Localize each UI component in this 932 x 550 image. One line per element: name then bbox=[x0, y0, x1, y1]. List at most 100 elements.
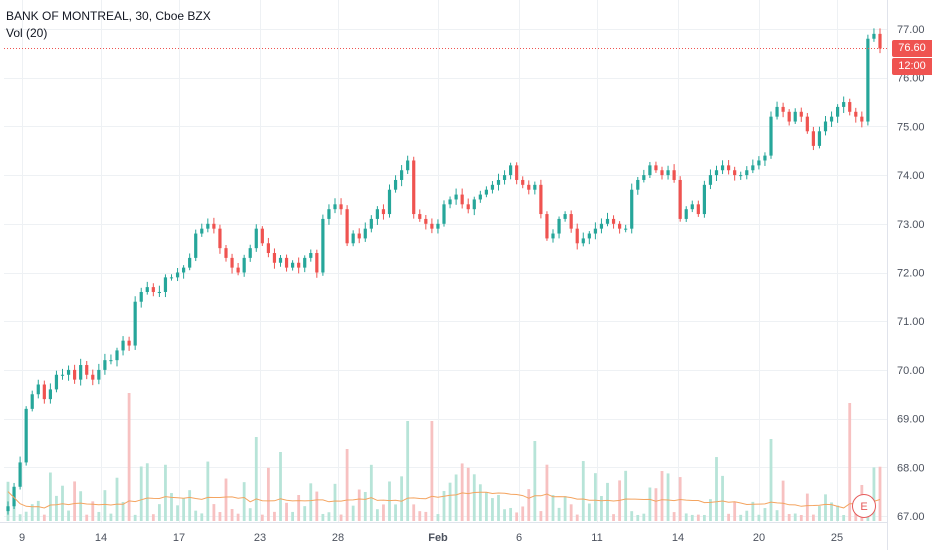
candle-body bbox=[866, 38, 870, 122]
volume-bar bbox=[533, 441, 537, 521]
candle-body bbox=[30, 394, 34, 409]
candle-body bbox=[448, 199, 452, 205]
volume-bar bbox=[73, 481, 77, 521]
candle bbox=[345, 205, 349, 247]
candle-body bbox=[502, 175, 507, 180]
price-axis[interactable]: 67.00 68.00 69.00 70.00 71.00 72.00 73.00 74.00… bbox=[897, 24, 925, 523]
candle bbox=[775, 101, 779, 120]
candle bbox=[787, 109, 791, 126]
volume-bar bbox=[382, 504, 385, 521]
candle-body bbox=[823, 121, 828, 132]
volume-bar bbox=[515, 512, 519, 521]
candle bbox=[24, 406, 28, 466]
candle-body bbox=[442, 204, 446, 224]
candle-body bbox=[424, 218, 428, 224]
candle-body bbox=[79, 365, 83, 380]
candle bbox=[545, 211, 549, 241]
candle bbox=[557, 216, 561, 239]
candle bbox=[854, 107, 858, 123]
candle bbox=[406, 155, 410, 174]
candle-body bbox=[230, 257, 234, 268]
candle-body bbox=[18, 462, 22, 487]
volume-ma-line bbox=[7, 491, 881, 509]
chart-legend: BANK OF MONTREAL, 30, Cboe BZX Vol (20) bbox=[6, 8, 211, 42]
volume-bar bbox=[42, 514, 46, 521]
volume-indicator-label[interactable]: Vol (20) bbox=[6, 26, 48, 40]
time-axis[interactable]: 9 14 17 23 28 Feb 6 11 14 20 25 bbox=[19, 532, 843, 544]
volume-bar bbox=[133, 514, 137, 521]
candle bbox=[454, 188, 458, 205]
price-tick-label: 74.00 bbox=[897, 170, 925, 182]
candle bbox=[702, 180, 706, 218]
time-tick-label: 20 bbox=[753, 532, 765, 544]
candle bbox=[48, 383, 52, 404]
candle bbox=[733, 166, 737, 181]
time-tick-label: 14 bbox=[95, 532, 107, 544]
volume-bar bbox=[436, 514, 440, 521]
candle bbox=[54, 370, 59, 393]
volume-bar bbox=[418, 511, 422, 521]
volume-bar bbox=[321, 513, 325, 521]
volume-bar bbox=[600, 496, 603, 521]
time-tick-label: 23 bbox=[254, 532, 266, 544]
candle bbox=[175, 268, 180, 282]
candle bbox=[823, 116, 828, 136]
candle-body bbox=[242, 257, 246, 273]
candle bbox=[636, 176, 640, 195]
volume-bar bbox=[351, 505, 355, 521]
candle bbox=[569, 210, 573, 233]
candle-body bbox=[533, 184, 537, 190]
candle-body bbox=[357, 233, 361, 239]
candle-body bbox=[569, 214, 573, 229]
candle-body bbox=[799, 111, 803, 117]
candle bbox=[690, 200, 694, 213]
candle bbox=[757, 156, 761, 170]
candle bbox=[811, 126, 815, 151]
candle-body bbox=[745, 170, 749, 176]
candle bbox=[793, 108, 797, 124]
candle bbox=[496, 173, 501, 191]
volume-bar bbox=[745, 510, 749, 521]
candle bbox=[363, 222, 367, 242]
candle bbox=[848, 98, 852, 116]
candle bbox=[739, 171, 743, 180]
candle-body bbox=[678, 179, 682, 219]
candle-body bbox=[133, 301, 137, 346]
candle bbox=[284, 254, 289, 272]
volume-bar bbox=[48, 472, 52, 521]
candle-body bbox=[248, 248, 252, 258]
candle-body bbox=[848, 102, 852, 112]
volume-bar bbox=[164, 464, 167, 521]
candle bbox=[260, 226, 264, 246]
volume-bar bbox=[67, 510, 70, 521]
candle bbox=[236, 262, 240, 276]
time-tick-label: 25 bbox=[831, 532, 843, 544]
volume-bar bbox=[509, 507, 513, 521]
volume-bar bbox=[545, 464, 549, 521]
candle-body bbox=[630, 189, 634, 229]
candle-body bbox=[163, 277, 168, 292]
candle-body bbox=[266, 243, 270, 254]
candle-body bbox=[775, 106, 779, 117]
candle bbox=[587, 231, 591, 245]
price-tick-label: 77.00 bbox=[897, 24, 925, 36]
candle bbox=[333, 198, 337, 214]
candle-body bbox=[605, 218, 610, 224]
candle-body bbox=[496, 179, 501, 185]
earnings-event-marker[interactable]: E bbox=[852, 494, 876, 518]
volume-bar bbox=[478, 484, 482, 521]
candle bbox=[30, 390, 34, 412]
volume-bar bbox=[388, 481, 391, 521]
candle bbox=[291, 260, 295, 271]
candle bbox=[539, 179, 543, 219]
candle-body bbox=[169, 277, 174, 279]
candle-body bbox=[375, 209, 379, 219]
volume-bar bbox=[430, 421, 434, 521]
candle-body bbox=[327, 209, 331, 219]
volume-bar bbox=[182, 498, 186, 521]
symbol-title[interactable]: BANK OF MONTREAL, 30, Cboe BZX bbox=[6, 9, 211, 23]
time-tick-label: Feb bbox=[428, 532, 448, 544]
candle-body bbox=[696, 204, 700, 215]
candle bbox=[200, 223, 204, 237]
